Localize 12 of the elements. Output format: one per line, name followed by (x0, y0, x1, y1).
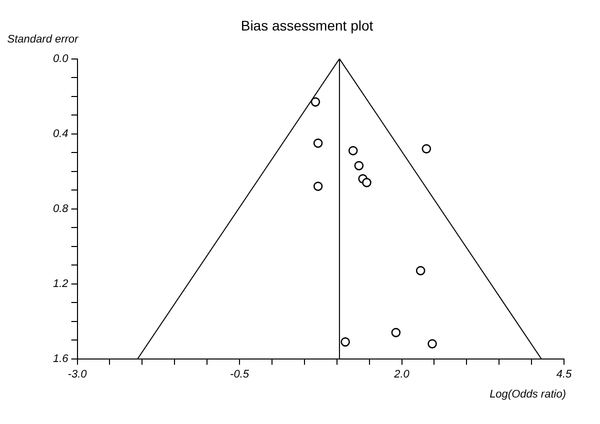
y-tick-label: 1.6 (52, 352, 70, 365)
chart-title: Bias assessment plot (240, 17, 374, 34)
x-tick-label: 4.5 (556, 368, 573, 380)
y-axis-title: Standard error (7, 33, 80, 46)
x-tick-label: 2.0 (393, 368, 410, 380)
x-tick-label: -0.5 (230, 368, 250, 380)
y-tick-label: 0.8 (52, 202, 70, 215)
y-tick-label: 0.0 (52, 52, 70, 65)
y-tick-label: 0.4 (52, 128, 68, 140)
x-axis-title: Log(Odds ratio) (490, 388, 566, 400)
x-tick-label: -3.0 (68, 368, 88, 380)
y-tick-label: 1.2 (52, 278, 68, 290)
